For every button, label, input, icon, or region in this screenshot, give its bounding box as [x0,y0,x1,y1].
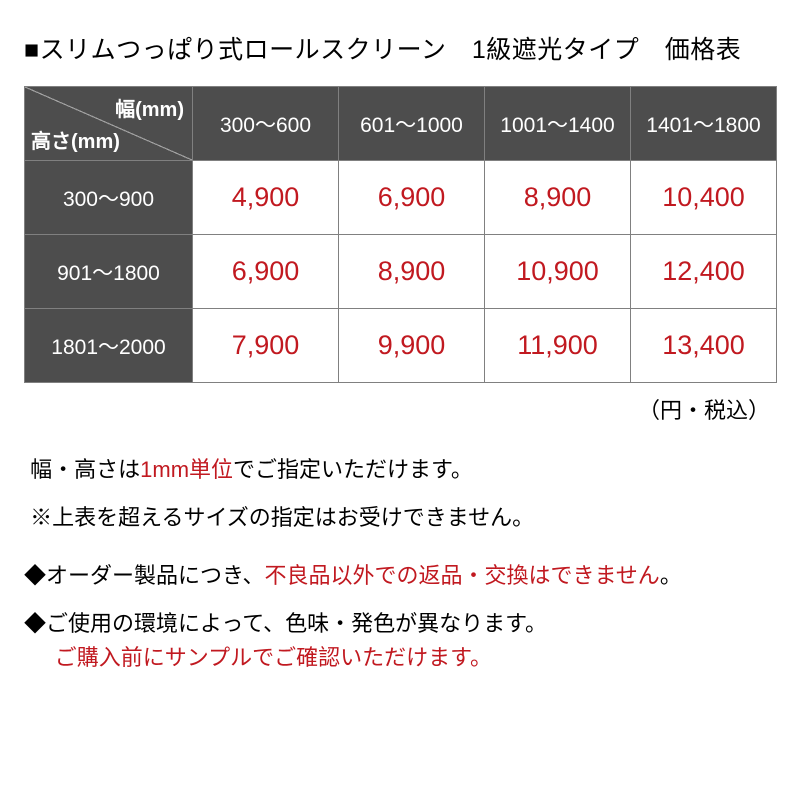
note-line-4-5: ◆ご使用の環境によって、色味・発色が異なります。 ご購入前にサンプルでご確認いた… [24,607,776,675]
table-row: 300～900 4,900 6,900 8,900 10,400 [25,161,777,235]
notes-block: 幅・高さは1mm単位でご指定いただけます。 ※上表を超えるサイズの指定はお受けで… [24,453,776,675]
note-line-1: 幅・高さは1mm単位でご指定いただけます。 [24,453,776,487]
row-header: 901～1800 [25,235,193,309]
col-header: 300～600 [193,87,339,161]
row-header: 1801～2000 [25,309,193,383]
corner-bottom-label: 高さ(mm) [31,125,120,154]
price-cell: 4,900 [193,161,339,235]
price-cell: 8,900 [485,161,631,235]
price-cell: 8,900 [339,235,485,309]
col-header: 601～1000 [339,87,485,161]
price-cell: 13,400 [631,309,777,383]
note-emphasis: 1mm単位 [140,457,233,482]
col-header: 1401～1800 [631,87,777,161]
note-text: 。 [660,563,682,588]
note-line-3: ◆オーダー製品につき、不良品以外での返品・交換はできません。 [24,559,776,593]
corner-top-label: 幅(mm) [115,93,184,122]
note-text: ◆ご使用の環境によって、色味・発色が異なります。 [24,611,547,636]
note-text: 幅・高さは [30,457,140,482]
price-cell: 10,400 [631,161,777,235]
note-line-2: ※上表を超えるサイズの指定はお受けできません。 [24,501,776,535]
table-header-row: 幅(mm) 高さ(mm) 300～600 601～1000 1001～1400 … [25,87,777,161]
price-cell: 10,900 [485,235,631,309]
price-cell: 12,400 [631,235,777,309]
table-row: 1801～2000 7,900 9,900 11,900 13,400 [25,309,777,383]
page-title: ■スリムつっぱり式ロールスクリーン 1級遮光タイプ 価格表 [24,30,776,66]
row-header: 300～900 [25,161,193,235]
price-table: 幅(mm) 高さ(mm) 300～600 601～1000 1001～1400 … [24,86,777,383]
price-cell: 7,900 [193,309,339,383]
note-emphasis: ご購入前にサンプルでご確認いただけます。 [24,641,776,675]
unit-note: （円・税込） [24,393,770,425]
col-header: 1001～1400 [485,87,631,161]
note-text: ※上表を超えるサイズの指定はお受けできません。 [30,505,534,530]
note-text: ◆オーダー製品につき、 [24,563,264,588]
price-cell: 11,900 [485,309,631,383]
table-row: 901～1800 6,900 8,900 10,900 12,400 [25,235,777,309]
price-cell: 9,900 [339,309,485,383]
price-cell: 6,900 [339,161,485,235]
note-text: でご指定いただけます。 [233,457,473,482]
corner-header: 幅(mm) 高さ(mm) [25,87,193,161]
price-cell: 6,900 [193,235,339,309]
note-emphasis: 不良品以外での返品・交換はできません [264,563,659,588]
